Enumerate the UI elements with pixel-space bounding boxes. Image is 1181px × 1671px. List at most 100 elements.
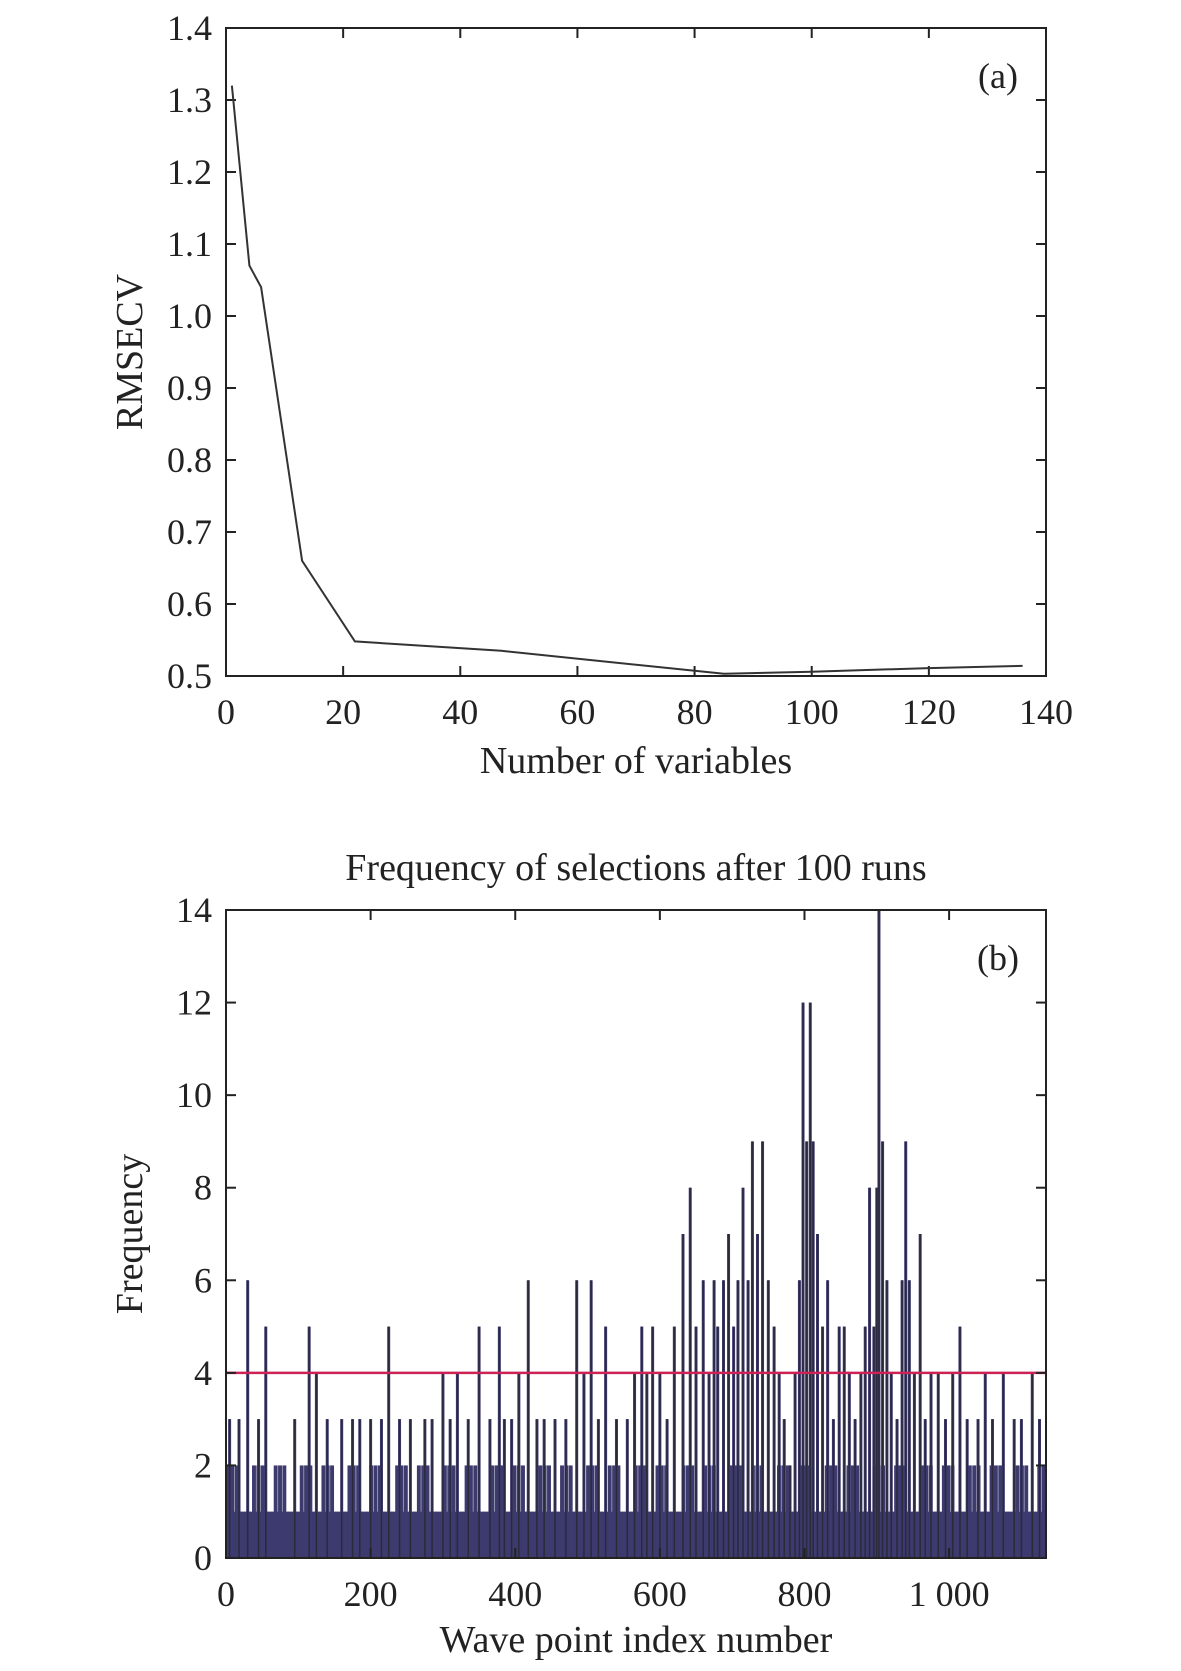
bar xyxy=(737,1465,742,1558)
bar xyxy=(586,1465,591,1558)
bar xyxy=(985,1511,990,1558)
bar xyxy=(850,1465,855,1558)
bar xyxy=(343,1511,348,1558)
bar xyxy=(390,1511,395,1558)
bar xyxy=(239,1511,243,1558)
bar xyxy=(416,1465,421,1558)
y-tick-label: 2 xyxy=(194,1445,212,1485)
bar xyxy=(946,1465,951,1558)
bar xyxy=(855,1465,860,1558)
bar xyxy=(729,1465,734,1558)
bar xyxy=(1015,1465,1020,1558)
y-tick-label: 0.6 xyxy=(167,584,212,624)
bar xyxy=(234,1465,239,1558)
chart-b: Frequency of selections after 100 runs 0… xyxy=(109,847,1047,1661)
bar xyxy=(529,1511,534,1558)
bar xyxy=(555,1511,560,1558)
chart-a-x-axis-label: Number of variables xyxy=(480,740,792,782)
x-tick-label: 60 xyxy=(559,692,595,732)
bar xyxy=(373,1465,378,1558)
bar xyxy=(291,1511,295,1558)
bar xyxy=(933,1511,938,1558)
bar xyxy=(252,1465,256,1558)
y-tick-label: 12 xyxy=(176,983,212,1023)
bar xyxy=(547,1465,551,1558)
bar xyxy=(304,1465,308,1558)
bar xyxy=(295,1511,300,1558)
bar xyxy=(481,1511,486,1558)
bar xyxy=(499,1465,504,1558)
bar xyxy=(1032,1511,1037,1558)
bar xyxy=(226,1465,230,1558)
bar xyxy=(1006,1511,1011,1558)
bar xyxy=(434,1511,439,1558)
bar xyxy=(1041,1465,1046,1558)
chart-b-panel-label: (b) xyxy=(977,938,1019,978)
y-tick-label: 0.7 xyxy=(167,512,212,552)
y-tick-label: 1.3 xyxy=(167,80,212,120)
bar xyxy=(347,1465,352,1558)
bar xyxy=(360,1511,365,1558)
bar xyxy=(260,1465,265,1558)
chart-b-x-axis: 0 200 400 600 800 1 000 xyxy=(217,910,990,1614)
chart-b-x-axis-label: Wave point index number xyxy=(440,1619,833,1661)
chart-a-panel-label: (a) xyxy=(978,56,1018,96)
chart-b-y-axis-label: Frequency xyxy=(109,1154,151,1314)
bar xyxy=(421,1465,426,1558)
bar xyxy=(642,1465,647,1558)
bar xyxy=(247,1511,252,1558)
x-tick-label: 600 xyxy=(633,1574,687,1614)
y-tick-label: 6 xyxy=(194,1260,212,1300)
bar xyxy=(299,1465,304,1558)
bar xyxy=(668,1511,673,1558)
bar xyxy=(733,1465,738,1558)
x-tick-label: 20 xyxy=(325,692,361,732)
x-tick-label: 1 000 xyxy=(909,1574,990,1614)
bar xyxy=(954,1511,959,1558)
bar xyxy=(317,1511,322,1558)
bar xyxy=(967,1465,972,1558)
bar xyxy=(690,1465,695,1558)
y-tick-label: 0.9 xyxy=(167,368,212,408)
y-tick-label: 0.5 xyxy=(167,656,212,696)
chart-b-bars xyxy=(226,910,1046,1558)
bar xyxy=(356,1465,361,1558)
bar xyxy=(551,1511,556,1558)
bar xyxy=(494,1465,499,1558)
y-tick-label: 14 xyxy=(176,890,212,930)
bar xyxy=(460,1511,465,1558)
bar xyxy=(941,1465,946,1558)
bar xyxy=(464,1465,469,1558)
bar xyxy=(833,1465,838,1558)
x-tick-label: 0 xyxy=(217,692,235,732)
bar xyxy=(321,1465,326,1558)
bar xyxy=(282,1465,287,1558)
bar xyxy=(364,1511,369,1558)
bar xyxy=(1028,1511,1033,1558)
bar xyxy=(399,1465,404,1558)
bar xyxy=(486,1511,491,1558)
bar xyxy=(521,1465,525,1558)
bar xyxy=(685,1465,690,1558)
y-tick-label: 10 xyxy=(176,1075,212,1115)
bar xyxy=(395,1465,400,1558)
bar xyxy=(972,1465,977,1558)
bar xyxy=(607,1465,612,1558)
bar xyxy=(577,1511,582,1558)
x-tick-label: 400 xyxy=(488,1574,542,1614)
bar xyxy=(490,1465,495,1558)
bar xyxy=(703,1465,708,1558)
bar xyxy=(230,1465,235,1558)
chart-b-y-axis: 0 2 4 6 8 10 12 14 xyxy=(176,890,1046,1578)
x-tick-label: 800 xyxy=(777,1574,831,1614)
bar xyxy=(659,1465,664,1558)
chart-a-series-line xyxy=(230,85,1023,675)
y-tick-label: 8 xyxy=(194,1168,212,1208)
bar xyxy=(616,1465,621,1558)
bar xyxy=(915,1511,920,1558)
bar xyxy=(646,1511,651,1558)
bar xyxy=(599,1511,604,1558)
bar xyxy=(724,1511,729,1558)
bar xyxy=(963,1511,968,1558)
bar xyxy=(898,1465,903,1558)
